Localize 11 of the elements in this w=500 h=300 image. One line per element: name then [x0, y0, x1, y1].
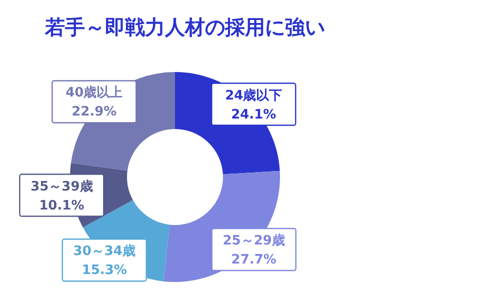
data-label: 24.1% [231, 107, 276, 122]
data-label: 15.3% [82, 263, 127, 278]
slice-label: 25～29歳 [222, 234, 285, 249]
data-label: 10.1% [39, 198, 84, 214]
chart-title: 若手～即戦力人材の採用に強い [44, 15, 325, 39]
slice-label: 35～39歳 [30, 179, 93, 194]
slice-label: 40歳以上 [66, 86, 123, 101]
slice-label: 24歳以下 [225, 88, 282, 104]
data-label: 27.7% [231, 252, 276, 268]
data-label: 22.9% [72, 104, 117, 120]
slice-label: 30～34歳 [73, 244, 136, 260]
